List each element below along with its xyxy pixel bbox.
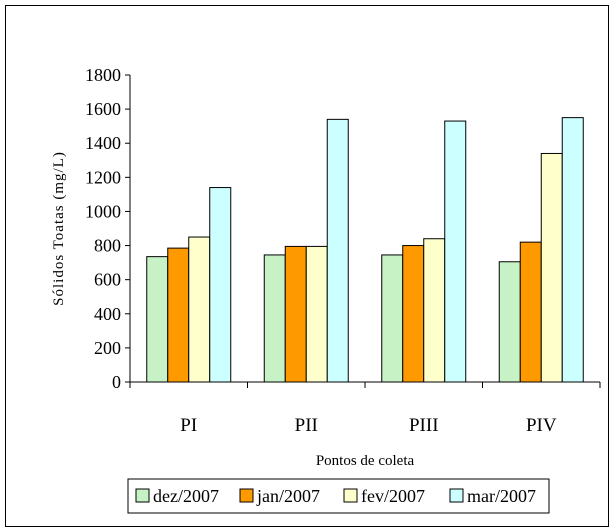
bar-PIII-fev-2007 bbox=[423, 238, 446, 383]
bar-PIII-jan-2007 bbox=[402, 245, 425, 383]
bar-PIV-mar-2007 bbox=[561, 117, 584, 383]
bar-PIII-mar-2007 bbox=[444, 120, 467, 383]
x-category-label: PIII bbox=[409, 415, 439, 436]
bar-PII-fev-2007 bbox=[305, 245, 328, 383]
x-category-label: PII bbox=[295, 415, 318, 436]
legend-swatch bbox=[239, 488, 254, 503]
legend-swatch bbox=[449, 488, 464, 503]
legend-label: dez/2007 bbox=[153, 486, 219, 506]
bar-PIV-fev-2007 bbox=[540, 152, 563, 383]
legend: dez/2007 jan/2007 fev/2007 mar/2007 bbox=[127, 478, 550, 514]
bar-PIV-dez-2007 bbox=[498, 261, 521, 383]
bar-PI-jan-2007 bbox=[167, 247, 190, 383]
y-tick-label: 1400 bbox=[85, 133, 121, 153]
legend-swatch bbox=[135, 488, 150, 503]
plot-area: 0 200 400 600 800 1000 1200 1400 1600 1800 PI PII PI… bbox=[85, 65, 601, 436]
y-tick-label: 1800 bbox=[85, 65, 121, 85]
bar-PIII-dez-2007 bbox=[381, 254, 404, 383]
y-axis-title: Sólidos Toatas (mg/L) bbox=[51, 151, 67, 306]
bar-PII-jan-2007 bbox=[284, 245, 307, 383]
y-tick-label: 400 bbox=[94, 304, 121, 324]
legend-box bbox=[127, 478, 550, 514]
y-tick-label: 800 bbox=[94, 236, 121, 256]
y-tick-label: 1000 bbox=[85, 201, 121, 221]
y-tick-label: 600 bbox=[94, 270, 121, 290]
x-category-label: PI bbox=[180, 415, 197, 436]
legend-label: mar/2007 bbox=[467, 486, 536, 506]
bar-PI-dez-2007 bbox=[146, 256, 169, 383]
bar-PI-mar-2007 bbox=[209, 187, 232, 383]
x-axis-title: Pontos de coleta bbox=[316, 453, 415, 469]
bar-PIV-jan-2007 bbox=[519, 241, 542, 383]
y-tick-label: 1600 bbox=[85, 99, 121, 119]
y-tick-label: 200 bbox=[94, 338, 121, 358]
bar-PI-fev-2007 bbox=[188, 236, 211, 383]
legend-label: fev/2007 bbox=[361, 486, 425, 506]
legend-swatch bbox=[343, 488, 358, 503]
legend-label: jan/2007 bbox=[256, 486, 320, 506]
bar-PII-mar-2007 bbox=[326, 118, 349, 383]
y-tick-label: 0 bbox=[112, 372, 121, 392]
bar-PII-dez-2007 bbox=[263, 254, 286, 383]
x-category-label: PIV bbox=[526, 415, 557, 436]
y-tick-label: 1200 bbox=[85, 167, 121, 187]
